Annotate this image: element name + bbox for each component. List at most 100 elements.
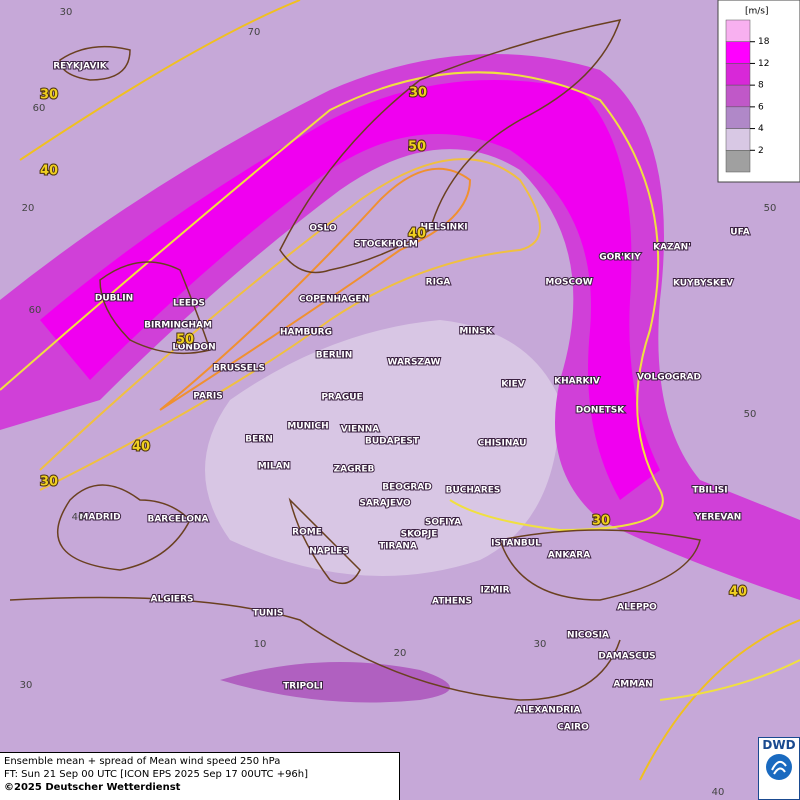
city-label: STOCKHOLM [354,240,418,250]
contour-label: 40 [40,164,58,179]
contours [0,0,800,781]
city-label: ISTANBUL [491,539,541,549]
city-label: PARIS [193,392,223,402]
wind-patch [220,662,450,703]
contour-line [19,0,301,161]
city-label: MINSK [459,327,493,337]
contour-line [39,158,541,491]
grid-label: 60 [33,103,46,114]
city-label: KAZAN' [653,243,691,253]
contour-line [0,71,664,532]
city-label: LONDON [172,343,215,353]
legend-tick-label: 6 [758,102,764,112]
grid-label: 30 [534,639,547,650]
grid-label: 20 [394,648,407,659]
contour-label: 30 [592,514,610,529]
grid-label: 50 [744,409,757,420]
city-label: BARCELONA [147,515,208,525]
logo-icon [766,754,792,780]
jet-core [40,80,660,500]
contour-label: 50 [408,140,426,155]
city-label: ATHENS [432,597,472,607]
city-label: KIEV [501,380,524,390]
legend-swatch [725,150,751,173]
city-label: REYKJAVIK [53,62,108,72]
city-label: WARSZAW [388,358,441,368]
legend-tick-label: 2 [758,146,764,156]
iceland [59,45,131,81]
city-label: KUYBYSKEV [673,279,733,289]
city-label: BERLIN [316,351,353,361]
city-label: BRUSSELS [213,364,265,374]
city-label: HAMBURG [280,328,332,338]
city-label: OSLO [309,224,337,234]
legend-tick-label: 12 [758,59,769,69]
city-label: VOLGOGRAD [637,373,701,383]
legend-tick-label: 8 [758,81,764,91]
city-label: KHARKIV [554,377,600,387]
city-label: NAPLES [309,547,348,557]
legend-swatch [725,19,751,42]
city-label: SKOPJE [401,530,438,540]
city-label: ZAGREB [334,465,375,475]
footer-line: FT: Sun 21 Sep 00 UTC [ICON EPS 2025 Sep… [4,769,309,780]
grid-label: 20 [22,203,35,214]
iberia [57,484,191,571]
logo: DWD [758,737,800,800]
city-label: NICOSIA [567,631,609,641]
legend-unit: [m/s] [745,7,769,17]
city-label: ALEPPO [617,603,657,613]
city-label: MUNICH [287,422,328,432]
city-label: ALEXANDRIA [516,706,581,716]
city-label: YEREVAN [694,513,742,523]
city-label: MILAN [258,462,291,472]
city-label: GOR'KIY [599,253,641,263]
city-label: BUDAPEST [365,437,420,447]
city-label: SOFIYA [425,518,461,528]
british-isles [99,261,211,355]
city-label: BEOGRAD [382,483,431,493]
grid-label: 50 [764,203,777,214]
city-label: VIENNA [341,425,380,435]
grid-label: 10 [254,639,267,650]
city-label: RIGA [426,278,451,288]
grid-label: 40 [72,512,85,523]
city-label: SARAJEVO [359,499,411,509]
city-label: CAIRO [557,723,589,733]
city-label: TRIPOLI [283,682,323,692]
grid-label: 60 [29,305,42,316]
contour-line [159,167,472,411]
legend-swatch [725,63,751,86]
city-label: TBILISI [692,486,727,496]
city-label: DUBLIN [95,294,133,304]
legend-swatch [725,106,751,129]
contour-label: 40 [408,227,426,242]
grid-label: 30 [60,7,73,18]
footer-line: ©2025 Deutscher Wetterdienst [4,782,181,793]
coastlines [9,19,701,701]
legend-swatch [725,41,751,64]
city-label: LEEDS [173,299,205,309]
legend-swatch [725,84,751,108]
contour-label: 50 [176,333,194,348]
city-label: TIRANA [379,542,417,552]
contour-label: 40 [729,585,747,600]
grid-label: 70 [248,27,261,38]
city-label: MOSCOW [545,278,592,288]
legend-swatch [725,128,751,151]
city-label: ROME [292,528,322,538]
city-label: AMMAN [613,680,652,690]
grid-label: 30 [20,680,33,691]
grid-label: 40 [712,787,725,798]
city-label: TUNIS [253,609,284,619]
city-label: ANKARA [548,551,590,561]
footer: Ensemble mean + spread of Mean wind spee… [0,752,400,800]
city-label: DONETSK [576,406,625,416]
city-label: BERN [245,435,272,445]
city-label: HELSINKI [420,223,467,233]
contour-label: 30 [40,475,58,490]
legend: [m/s] 18 12 8 6 4 2 [717,0,800,183]
city-label: COPENHAGEN [299,295,369,305]
